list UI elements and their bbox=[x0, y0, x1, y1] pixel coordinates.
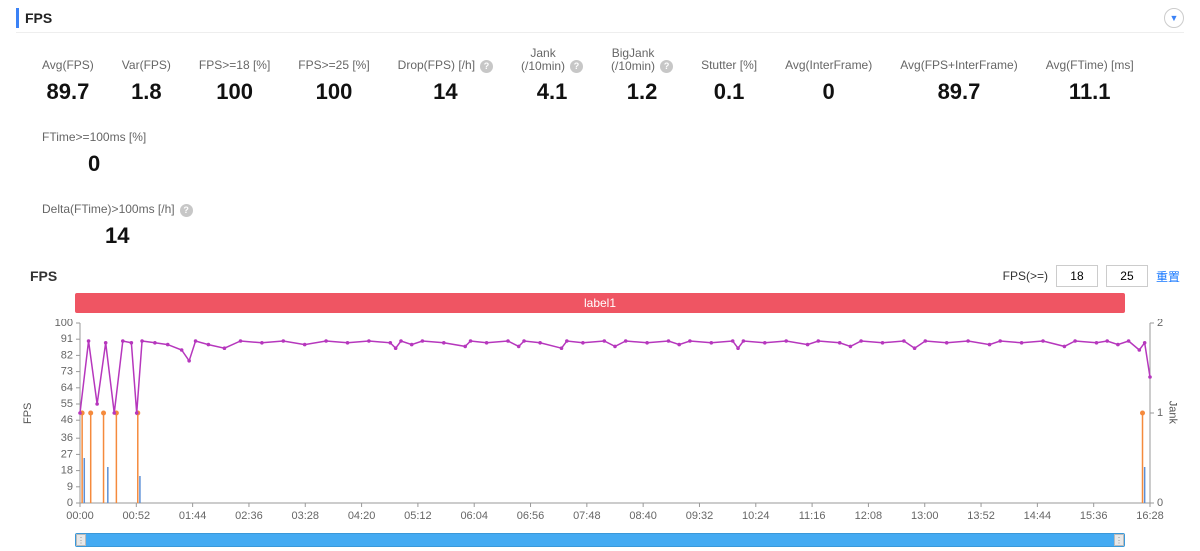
metric-label: Drop(FPS) [/h]? bbox=[398, 43, 493, 73]
svg-text:01:44: 01:44 bbox=[179, 510, 207, 522]
metric-value: 1.8 bbox=[131, 79, 162, 105]
help-icon[interactable]: ? bbox=[480, 60, 493, 73]
scroll-handle-right[interactable]: ⋮ bbox=[1114, 534, 1124, 546]
help-icon[interactable]: ? bbox=[570, 60, 583, 73]
metric-label: Var(FPS) bbox=[122, 43, 171, 73]
metric: Avg(FTime) [ms] 11.1 bbox=[1032, 43, 1148, 115]
fps-threshold-input-2[interactable] bbox=[1106, 265, 1148, 287]
svg-text:18: 18 bbox=[61, 465, 73, 477]
svg-text:46: 46 bbox=[61, 414, 73, 426]
metric: Delta(FTime)>100ms [/h]? 14 bbox=[28, 187, 207, 259]
metric-value: 1.2 bbox=[627, 79, 658, 105]
metric-value: 14 bbox=[433, 79, 457, 105]
svg-text:82: 82 bbox=[61, 349, 73, 361]
metric-label: Jank(/10min)? bbox=[521, 43, 583, 73]
svg-text:02:36: 02:36 bbox=[235, 510, 263, 522]
svg-text:00:00: 00:00 bbox=[66, 510, 94, 522]
y2-axis-label: Jank bbox=[1166, 401, 1178, 424]
chart-scrollbar[interactable]: ⋮ ⋮ bbox=[75, 533, 1125, 547]
svg-text:55: 55 bbox=[61, 398, 73, 410]
chart-controls: FPS(>=) 重置 bbox=[1003, 265, 1180, 287]
metric-label: FPS>=18 [%] bbox=[199, 43, 270, 73]
svg-text:100: 100 bbox=[55, 319, 73, 329]
svg-text:27: 27 bbox=[61, 448, 73, 460]
y1-axis-label: FPS bbox=[22, 403, 34, 424]
metric-label: Avg(FTime) [ms] bbox=[1046, 43, 1134, 73]
metric-label: Avg(InterFrame) bbox=[785, 43, 872, 73]
chart-title: FPS bbox=[30, 268, 57, 284]
scroll-handle-left[interactable]: ⋮ bbox=[76, 534, 86, 546]
svg-text:73: 73 bbox=[61, 366, 73, 378]
fps-threshold-label: FPS(>=) bbox=[1003, 269, 1048, 283]
metric: Avg(FPS+InterFrame) 89.7 bbox=[886, 43, 1031, 115]
chart-legend: label1 bbox=[75, 293, 1125, 313]
svg-text:13:00: 13:00 bbox=[911, 510, 939, 522]
metric: Drop(FPS) [/h]? 14 bbox=[384, 43, 507, 115]
svg-text:64: 64 bbox=[61, 382, 73, 394]
metric-label: Stutter [%] bbox=[701, 43, 757, 73]
metric-value: 11.1 bbox=[1069, 79, 1111, 105]
metric-label: Avg(FPS) bbox=[42, 43, 94, 73]
svg-text:16:28: 16:28 bbox=[1136, 510, 1164, 522]
svg-text:1: 1 bbox=[1157, 407, 1163, 419]
metric: Avg(InterFrame) 0 bbox=[771, 43, 886, 115]
svg-text:12:08: 12:08 bbox=[855, 510, 883, 522]
divider bbox=[16, 32, 1184, 33]
metric-label: Avg(FPS+InterFrame) bbox=[900, 43, 1017, 73]
metric-value: 0 bbox=[823, 79, 835, 105]
metric: Avg(FPS) 89.7 bbox=[28, 43, 108, 115]
svg-text:11:16: 11:16 bbox=[799, 510, 826, 522]
svg-text:0: 0 bbox=[1157, 497, 1163, 509]
metric-value: 0 bbox=[88, 151, 100, 177]
metric-value: 89.7 bbox=[938, 79, 981, 105]
svg-text:10:24: 10:24 bbox=[742, 510, 770, 522]
metric: Stutter [%] 0.1 bbox=[687, 43, 771, 115]
metric-value: 4.1 bbox=[537, 79, 568, 105]
svg-text:00:52: 00:52 bbox=[123, 510, 151, 522]
metric-value: 100 bbox=[216, 79, 253, 105]
metric-label: BigJank(/10min)? bbox=[611, 43, 673, 73]
metric: FTime>=100ms [%] 0 bbox=[28, 115, 160, 187]
reset-link[interactable]: 重置 bbox=[1156, 268, 1180, 285]
metrics-row-1: Avg(FPS)89.7Var(FPS)1.8FPS>=18 [%]100FPS… bbox=[16, 43, 1184, 187]
collapse-button[interactable]: ▼ bbox=[1164, 8, 1184, 28]
metric-label: FPS>=25 [%] bbox=[298, 43, 369, 73]
svg-text:91: 91 bbox=[61, 333, 73, 345]
svg-text:14:44: 14:44 bbox=[1024, 510, 1052, 522]
metric-value: 100 bbox=[316, 79, 353, 105]
metric: FPS>=25 [%] 100 bbox=[284, 43, 383, 115]
svg-text:05:12: 05:12 bbox=[404, 510, 432, 522]
panel-title: FPS bbox=[25, 10, 52, 26]
svg-text:06:56: 06:56 bbox=[517, 510, 545, 522]
metric-value: 0.1 bbox=[714, 79, 745, 105]
fps-threshold-input-1[interactable] bbox=[1056, 265, 1098, 287]
metric-label: FTime>=100ms [%] bbox=[42, 115, 146, 145]
metric-value: 89.7 bbox=[46, 79, 89, 105]
svg-text:04:20: 04:20 bbox=[348, 510, 376, 522]
svg-text:03:28: 03:28 bbox=[291, 510, 319, 522]
svg-text:36: 36 bbox=[61, 432, 73, 444]
svg-text:0: 0 bbox=[67, 497, 73, 509]
fps-chart: 0 9 18 27 36 46 55 64 73 82 91 100 0 1 2 00:00 00:52 01:4… bbox=[30, 319, 1190, 529]
help-icon[interactable]: ? bbox=[180, 204, 193, 217]
metrics-row-2: Delta(FTime)>100ms [/h]? 14 bbox=[16, 187, 1184, 259]
svg-text:07:48: 07:48 bbox=[573, 510, 601, 522]
metric: Jank(/10min)? 4.1 bbox=[507, 43, 597, 115]
svg-text:08:40: 08:40 bbox=[629, 510, 657, 522]
svg-text:09:32: 09:32 bbox=[686, 510, 714, 522]
svg-text:13:52: 13:52 bbox=[967, 510, 995, 522]
metric-value: 14 bbox=[105, 223, 129, 249]
metric: FPS>=18 [%] 100 bbox=[185, 43, 284, 115]
metric: BigJank(/10min)? 1.2 bbox=[597, 43, 687, 115]
svg-text:15:36: 15:36 bbox=[1080, 510, 1108, 522]
metric: Var(FPS) 1.8 bbox=[108, 43, 185, 115]
svg-text:06:04: 06:04 bbox=[460, 510, 488, 522]
help-icon[interactable]: ? bbox=[660, 60, 673, 73]
metric-label: Delta(FTime)>100ms [/h]? bbox=[42, 187, 193, 217]
svg-text:2: 2 bbox=[1157, 319, 1163, 329]
svg-text:9: 9 bbox=[67, 481, 73, 493]
